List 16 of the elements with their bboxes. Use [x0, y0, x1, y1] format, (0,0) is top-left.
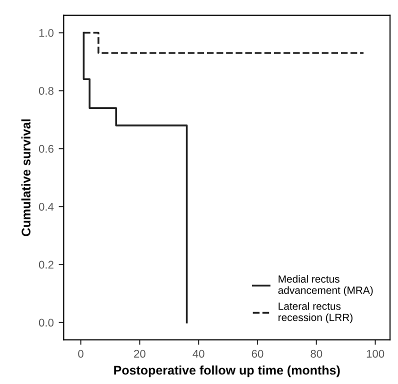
x-tick-label: 40: [192, 350, 204, 358]
y-tick-label: 1.0: [39, 29, 54, 37]
y-tick-label: 0.0: [38, 318, 54, 327]
x-tick-label: 60: [252, 350, 264, 358]
x-tick-label: 80: [310, 350, 322, 358]
x-tick-label: 100: [366, 350, 384, 358]
y-tick-label: 0.6: [38, 144, 54, 153]
y-tick-label: 0.4: [38, 202, 54, 211]
x-axis-title: Postoperative follow up time (months): [114, 365, 340, 378]
x-tick-label: 0: [78, 350, 84, 358]
y-axis-title: Cumulative survival: [21, 119, 30, 236]
legend-label: Lateral rectus recession (LRR): [278, 302, 352, 324]
y-tick-label: 0.8: [38, 86, 54, 95]
y-tick-label: 0.2: [38, 260, 54, 269]
x-tick-label: 20: [134, 350, 146, 358]
legend-label: Medial rectus advancement (MRA): [278, 275, 373, 296]
